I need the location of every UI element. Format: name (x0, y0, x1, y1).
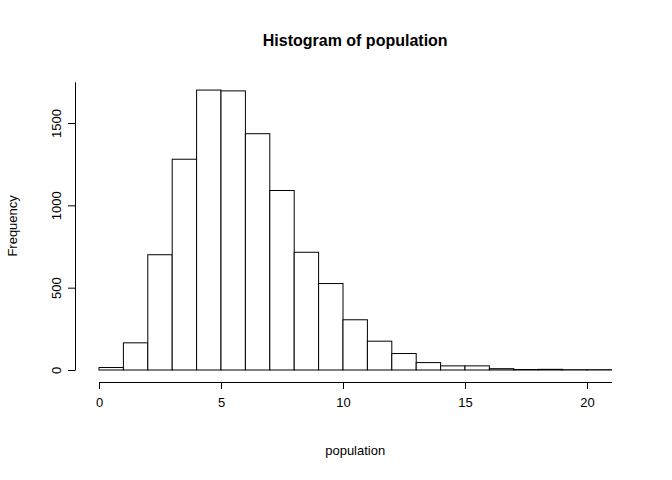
histogram-bar (367, 341, 391, 370)
x-tick: 15 (458, 382, 472, 410)
x-tick-mark (221, 382, 222, 389)
histogram-bar (99, 368, 123, 370)
x-tick-label: 10 (336, 395, 350, 410)
histogram-bar (538, 369, 562, 371)
histogram-bar (197, 90, 221, 370)
histogram-bar (514, 369, 538, 370)
histogram-bar (343, 320, 367, 370)
histogram-bar (221, 91, 245, 370)
y-axis-line (75, 82, 76, 370)
y-tick: 1500 (49, 109, 75, 138)
y-tick-label: 500 (49, 277, 64, 299)
background (0, 0, 672, 480)
histogram-bar (563, 369, 587, 370)
y-tick-mark (68, 370, 75, 371)
histogram-bar (441, 366, 465, 370)
x-tick-mark (99, 382, 100, 389)
y-tick-label: 0 (49, 367, 64, 374)
x-tick: 10 (336, 382, 350, 410)
x-tick-label: 5 (218, 395, 225, 410)
x-tick-mark (465, 382, 466, 389)
x-tick-label: 20 (580, 395, 594, 410)
histogram-bar (245, 134, 269, 370)
chart: 0 5 10 15 20 0 500 1000 1500 Histogram of populat… (0, 0, 672, 480)
histogram-bar (416, 363, 440, 370)
histogram-bar (172, 159, 196, 370)
histogram-bar (270, 191, 294, 370)
histogram-bar (319, 284, 343, 370)
x-tick-label: 15 (458, 395, 472, 410)
y-tick: 0 (49, 367, 75, 374)
histogram-bar (587, 369, 611, 370)
bars (99, 90, 611, 370)
y-tick-mark (68, 288, 75, 289)
y-tick-mark (68, 205, 75, 206)
y-tick-label: 1500 (49, 109, 64, 138)
histogram-bar (465, 366, 489, 370)
y-tick-mark (68, 123, 75, 124)
y-axis: 0 500 1000 1500 (49, 82, 76, 374)
x-tick: 5 (218, 382, 225, 410)
histogram-bar (489, 369, 513, 370)
x-axis-title: population (325, 443, 385, 458)
y-tick-label: 1000 (49, 191, 64, 220)
histogram-bar (123, 343, 147, 370)
x-tick-mark (587, 382, 588, 389)
histogram-bar (392, 354, 416, 370)
title: Histogram of population (263, 32, 448, 49)
y-tick: 1000 (49, 191, 75, 220)
x-tick-label: 0 (96, 395, 103, 410)
x-axis: 0 5 10 15 20 (96, 382, 612, 410)
x-axis-line (100, 382, 612, 383)
x-tick-mark (343, 382, 344, 389)
histogram-bar (294, 252, 318, 370)
histogram-bar (148, 255, 172, 370)
x-tick: 20 (580, 382, 594, 410)
y-tick: 500 (49, 277, 75, 299)
x-tick: 0 (96, 382, 103, 410)
y-axis-title: Frequency (5, 195, 20, 257)
